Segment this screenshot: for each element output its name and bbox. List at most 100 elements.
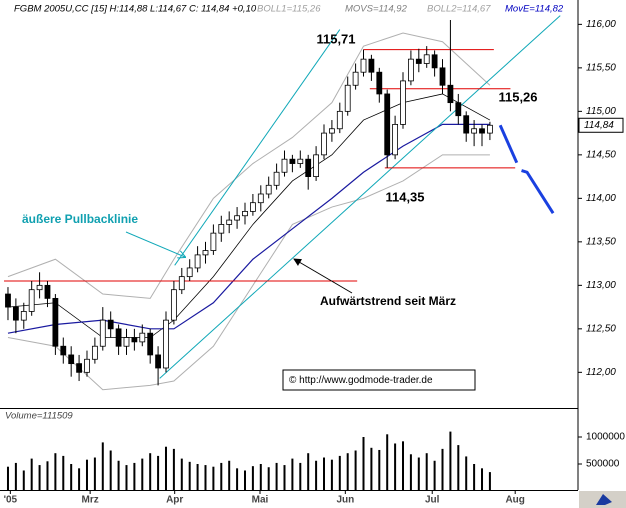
volume-bar [307, 453, 310, 491]
credit: © http://www.godmode-trader.de [289, 375, 433, 386]
candle-body [257, 193, 264, 204]
x-tick-label: Mai [252, 495, 269, 506]
candle-body [471, 128, 478, 134]
volume-bar [473, 464, 476, 491]
candle-body [202, 250, 209, 256]
candle-body [115, 328, 122, 347]
overlay-line [159, 15, 561, 379]
candle-body [368, 58, 375, 73]
annotation-arrow [125, 231, 185, 257]
volume-bar [6, 466, 9, 491]
volume-bar [394, 443, 397, 491]
volume-bar [457, 445, 460, 491]
annotation-arrow [293, 258, 353, 294]
annotation: Aufwärtstrend seit März [320, 294, 456, 308]
volume-bar [346, 453, 349, 491]
candle-body [139, 332, 146, 343]
volume-bar [212, 466, 215, 491]
volume-bar [338, 455, 341, 491]
volume-bar [228, 460, 231, 491]
volume-bar [220, 462, 223, 491]
volume-bar [22, 470, 25, 491]
candle-body [297, 158, 304, 164]
candle-body [147, 332, 154, 356]
candle-body [68, 354, 75, 365]
volume-bar [378, 449, 381, 491]
candle-body [123, 337, 130, 347]
volume-bar [125, 465, 128, 491]
candle-body [415, 58, 422, 64]
candle-body [91, 345, 98, 360]
candle-body [423, 54, 430, 64]
x-tick-label: Aug [505, 495, 524, 506]
candle-body [408, 58, 414, 82]
volume-bar [109, 450, 112, 491]
candle-body [218, 224, 225, 234]
price-tag [578, 117, 624, 133]
volume-bar [236, 468, 239, 491]
volume-bar [433, 460, 436, 491]
candle-body [313, 154, 319, 177]
candle-body [186, 267, 193, 278]
volume-bar [315, 460, 318, 491]
candle-body [163, 319, 169, 369]
candle-body [400, 80, 406, 125]
volume-bar [180, 458, 183, 491]
volume-bar [141, 458, 144, 491]
volume-bar [402, 441, 405, 491]
corner-icon [596, 494, 612, 505]
candle-body [52, 297, 59, 347]
candle-body [178, 276, 185, 291]
volume-bar [164, 446, 167, 491]
candle-body [455, 102, 462, 117]
y-tick-label: 112,00 [586, 367, 616, 378]
volume-bar [299, 462, 302, 491]
y-tick-label: 116,00 [586, 19, 616, 30]
volume-label: Volume=111509 [5, 411, 73, 422]
x-tick-label: Jun [336, 495, 354, 506]
x-tick-label: '05 [4, 495, 18, 506]
header-text: MOVS=114,92 [345, 4, 408, 15]
candle-body [36, 284, 43, 291]
y-tick-label: 115,00 [586, 106, 616, 117]
volume-bar [93, 457, 96, 491]
candle-body [84, 358, 90, 373]
candle-body [289, 158, 296, 164]
y-tick-label: 113,50 [586, 236, 616, 247]
volume-bar [38, 465, 41, 491]
volume-bar [54, 453, 57, 491]
candle-body [28, 289, 35, 312]
volume-bar [322, 457, 325, 491]
volume-bar [449, 431, 452, 491]
volume-bar [370, 447, 373, 491]
overlay-line [7, 154, 490, 391]
volume-bar [196, 464, 199, 491]
volume-bar [78, 468, 81, 491]
volume-bar [117, 460, 120, 491]
header-text: BOLL2=114,67 [427, 4, 491, 15]
candle-body [12, 306, 19, 321]
volume-bar [267, 467, 270, 491]
volume-bar [62, 455, 65, 491]
y-tick-label: 114,00 [586, 193, 616, 204]
candle-body [265, 184, 272, 195]
candle-body [107, 319, 114, 330]
volume-bar [149, 453, 152, 491]
volume-bar [30, 458, 33, 491]
volume-bar [417, 457, 420, 491]
volume-bar [291, 458, 294, 491]
candle-body [281, 158, 288, 173]
candle-body [439, 67, 446, 86]
volume-bar [188, 461, 191, 491]
candle-body [344, 84, 351, 112]
price-tag-label: 114,84 [584, 120, 614, 131]
price-plot [4, 15, 561, 391]
candle-body [131, 337, 138, 343]
candle-body [305, 158, 312, 177]
volume-bar [85, 459, 88, 491]
overlay-line [521, 169, 555, 214]
candle-body [487, 124, 493, 134]
candle-body [76, 363, 82, 373]
header-text: MovE=114,82 [505, 4, 564, 15]
